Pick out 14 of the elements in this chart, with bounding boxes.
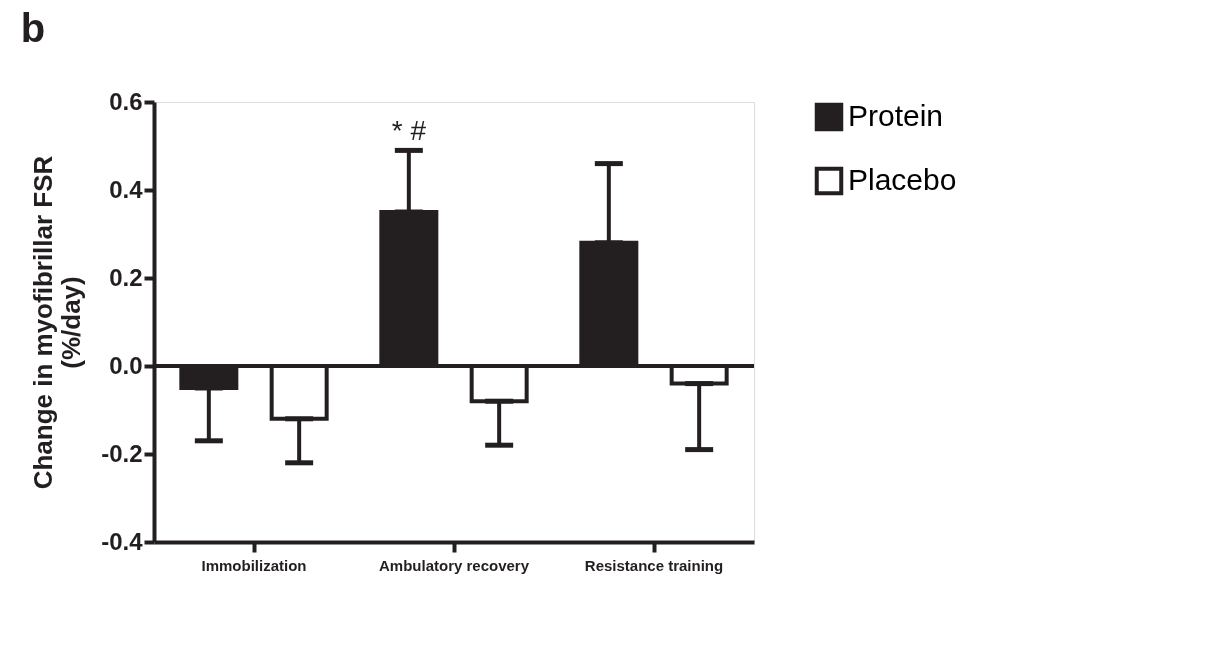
legend-label: Protein [848, 99, 944, 132]
x-tick-label: Ambulatory recovery [378, 556, 530, 574]
x-tick-label: Immobilization [201, 556, 307, 574]
y-tick-label: 0.4 [109, 175, 144, 203]
y-tick-label: 0.6 [109, 87, 143, 115]
chart-title: b [20, 6, 46, 50]
legend-label: Placebo [848, 163, 957, 196]
x-tick-label: Resistance training [584, 556, 724, 574]
y-tick-label: -0.4 [101, 527, 144, 555]
y-tick-label: 0.0 [109, 351, 143, 379]
y-tick-label: -0.2 [101, 439, 143, 467]
annotation: * # [391, 115, 427, 147]
y-axis-title: Change in myofibrillar FSR (%/day) [28, 155, 87, 490]
y-tick-label: 0.2 [109, 263, 143, 291]
